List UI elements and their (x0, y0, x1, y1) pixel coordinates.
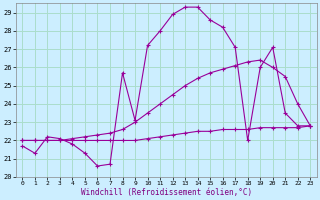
X-axis label: Windchill (Refroidissement éolien,°C): Windchill (Refroidissement éolien,°C) (81, 188, 252, 197)
